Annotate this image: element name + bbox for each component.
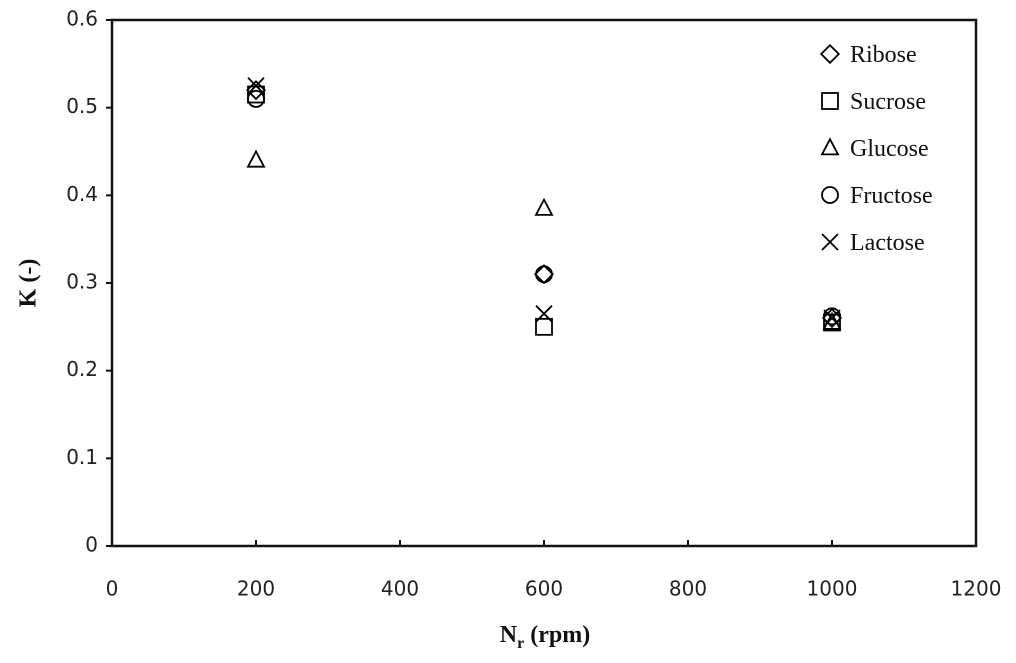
- data-point: [246, 149, 266, 168]
- x-label-unit: (rpm): [530, 622, 590, 648]
- y-tick-label: 0.5: [66, 94, 98, 118]
- x-label-subscript: r: [517, 635, 524, 652]
- data-point: [823, 309, 841, 327]
- y-tick-label: 0.2: [66, 357, 98, 381]
- data-point: [535, 265, 553, 284]
- y-tick-label: 0.1: [66, 445, 98, 469]
- y-tick-label: 0: [85, 533, 98, 557]
- x-tick-label: 200: [237, 577, 275, 601]
- x-tick-label: 400: [381, 577, 419, 601]
- data-point: [535, 305, 553, 323]
- x-tick-label: 1200: [951, 577, 1002, 601]
- x-tick-label: 0: [106, 577, 119, 601]
- data-point: [247, 90, 265, 108]
- legend-marker: [819, 43, 841, 65]
- x-tick-label: 600: [525, 577, 563, 601]
- x-axis-label: Nr (rpm): [500, 622, 590, 652]
- legend-marker: [821, 92, 839, 110]
- legend-label: Lactose: [850, 230, 925, 256]
- x-label-symbol: N: [500, 622, 518, 648]
- legend-marker: [821, 233, 839, 251]
- legend-label: Sucrose: [850, 89, 926, 115]
- legend-marker: [821, 186, 839, 204]
- y-tick-label: 0.4: [66, 182, 98, 206]
- data-point: [823, 307, 841, 326]
- legend-label: Glucose: [850, 136, 929, 162]
- legend-label: Fructose: [850, 183, 933, 209]
- x-tick-label: 1000: [807, 577, 858, 601]
- legend-label: Ribose: [850, 42, 917, 68]
- data-point: [247, 77, 265, 95]
- y-axis-label: K (-): [16, 259, 42, 308]
- x-tick-label: 800: [669, 577, 707, 601]
- legend-marker: [820, 137, 840, 156]
- data-point: [535, 317, 553, 336]
- y-tick-label: 0.6: [66, 7, 98, 31]
- data-point: [534, 197, 554, 216]
- y-tick-label: 0.3: [66, 270, 98, 294]
